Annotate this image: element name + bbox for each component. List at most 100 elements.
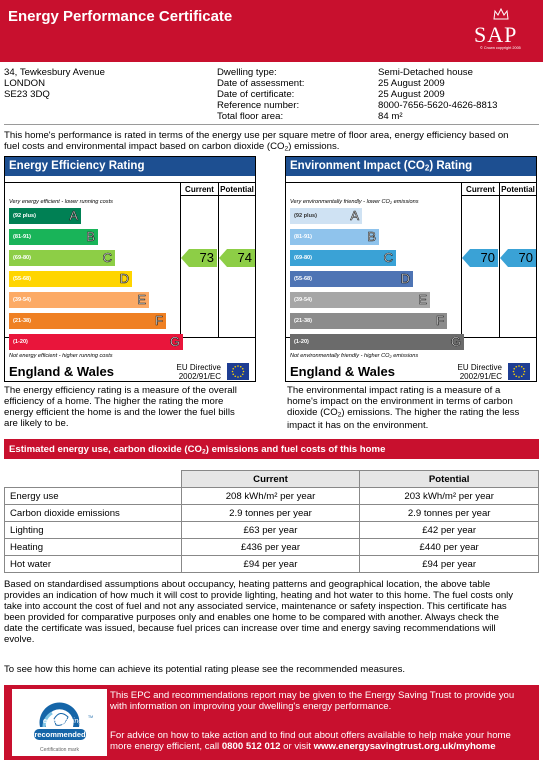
potential-value: £42 per year bbox=[359, 521, 539, 539]
current-value: £94 per year bbox=[180, 555, 361, 573]
col-current: Current bbox=[180, 470, 361, 488]
logo-badge: recommended bbox=[34, 730, 86, 739]
rating-band-b: (81-91) B bbox=[290, 229, 379, 245]
eu-star bbox=[523, 370, 526, 373]
band-range: (21-38) bbox=[294, 318, 313, 324]
band-letter: G bbox=[450, 334, 462, 350]
row-label: Lighting bbox=[4, 521, 182, 539]
chart-rule bbox=[180, 182, 181, 337]
eu-directive: EU Directive 2002/91/EC bbox=[446, 363, 502, 381]
band-range: (81-91) bbox=[294, 234, 313, 240]
region-label: England & Wales bbox=[290, 364, 395, 379]
band-letter: A bbox=[69, 208, 78, 224]
eu-flag-icon bbox=[508, 363, 530, 380]
property-address: 34, Tewkesbury Avenue LONDON SE23 3DQ bbox=[4, 67, 105, 100]
chart-rule bbox=[461, 182, 462, 337]
col-current: Current bbox=[466, 185, 495, 194]
chart-rule bbox=[180, 195, 255, 196]
field-value: Semi-Detached house bbox=[378, 67, 473, 78]
address-line: 34, Tewkesbury Avenue bbox=[4, 67, 105, 78]
band-letter: G bbox=[169, 334, 181, 350]
band-range: (69-80) bbox=[13, 255, 32, 261]
band-letter: F bbox=[436, 313, 445, 329]
field-label: Total floor area: bbox=[217, 111, 284, 122]
field-value: 25 August 2009 bbox=[378, 89, 445, 100]
band-range: (39-54) bbox=[294, 297, 313, 303]
sap-logo: SAP © Crown copyright 2005 bbox=[466, 8, 536, 54]
eu-star bbox=[241, 373, 244, 376]
intro-text: This home's performance is rated in term… bbox=[4, 130, 540, 154]
rating-band-g: (1-20) G bbox=[9, 334, 183, 350]
rating-band-a: (92 plus) A bbox=[9, 208, 81, 224]
explanation-text: Based on standardised assumptions about … bbox=[4, 579, 540, 645]
table-row: Energy use 208 kWh/m² per year 203 kWh/m… bbox=[4, 487, 539, 505]
band-range: (1-20) bbox=[13, 339, 28, 345]
top-note: Very environmentally friendly - lower CO… bbox=[290, 199, 419, 205]
website-link[interactable]: www.energysavingtrust.org.uk/myhome bbox=[313, 741, 496, 752]
costs-section-title: Estimated energy use, carbon dioxide (CO… bbox=[4, 439, 539, 459]
eu-star bbox=[231, 370, 234, 373]
bottom-note: Not energy efficient - higher running co… bbox=[9, 353, 113, 359]
band-range: (55-68) bbox=[13, 276, 32, 282]
field-label: Reference number: bbox=[217, 100, 300, 111]
footer-line: with information on improving your dwell… bbox=[110, 701, 392, 712]
field-label: Date of assessment: bbox=[217, 78, 305, 89]
row-label: Energy use bbox=[4, 487, 182, 505]
region-label: England & Wales bbox=[9, 364, 114, 379]
band-letter: B bbox=[367, 229, 376, 245]
explanation-line: provides an indication of how much it wi… bbox=[4, 590, 514, 601]
footer-line: more energy efficient, call 0800 512 012… bbox=[110, 741, 496, 752]
eu-star bbox=[520, 365, 523, 368]
band-range: (81-91) bbox=[13, 234, 32, 240]
footer-line: For advice on how to take action and to … bbox=[110, 730, 511, 741]
description-line: home's impact on the environment in term… bbox=[287, 396, 513, 407]
energy-efficiency-chart: Energy Efficiency Rating Current Potenti… bbox=[4, 156, 256, 382]
rating-band-b: (81-91) B bbox=[9, 229, 98, 245]
table-row: Carbon dioxide emissions 2.9 tonnes per … bbox=[4, 504, 539, 522]
eu-directive-line: EU Directive bbox=[457, 363, 502, 372]
description-line: energy efficient the home is and the low… bbox=[4, 407, 235, 418]
rating-band-d: (55-68) D bbox=[290, 271, 413, 287]
band-letter: E bbox=[137, 292, 146, 308]
chart-rule bbox=[461, 195, 536, 196]
eu-star bbox=[234, 365, 237, 368]
band-letter: D bbox=[400, 271, 410, 287]
property-field-values: Semi-Detached house 25 August 2009 25 Au… bbox=[378, 67, 498, 122]
eu-star bbox=[520, 375, 523, 378]
band-letter: D bbox=[119, 271, 129, 287]
col-potential: Potential bbox=[220, 185, 254, 194]
eu-star bbox=[232, 367, 235, 370]
explanation-line: evolve. bbox=[4, 634, 35, 645]
potential-value: £94 per year bbox=[359, 555, 539, 573]
efficiency-chart-title: Energy Efficiency Rating bbox=[5, 157, 255, 176]
field-label: Date of certificate: bbox=[217, 89, 295, 100]
field-value: 8000-7656-5620-4626-8813 bbox=[378, 100, 498, 111]
table-row: Hot water £94 per year £94 per year bbox=[4, 555, 539, 573]
environment-description: The environmental impact rating is a mea… bbox=[287, 385, 539, 431]
eu-directive-line: 2002/91/EC bbox=[459, 372, 502, 381]
potential-value: 203 kWh/m² per year bbox=[359, 487, 539, 505]
rating-band-f: (21-38) F bbox=[9, 313, 166, 329]
eu-star bbox=[239, 365, 242, 368]
intro-line: fuel costs and environmental impact base… bbox=[4, 141, 340, 153]
band-letter: C bbox=[383, 250, 393, 266]
eu-star bbox=[522, 373, 525, 376]
chart-rule bbox=[499, 182, 500, 337]
chart-rule bbox=[286, 182, 536, 183]
potential-rating-arrow: 70 bbox=[500, 249, 536, 267]
description-line: The environmental impact rating is a mea… bbox=[287, 385, 501, 396]
eu-star bbox=[239, 375, 242, 378]
col-current: Current bbox=[185, 185, 214, 194]
band-letter: B bbox=[86, 229, 95, 245]
col-potential: Potential bbox=[359, 470, 539, 488]
sap-logo-text: SAP bbox=[474, 22, 518, 47]
eu-star bbox=[515, 365, 518, 368]
phone-number[interactable]: 0800 512 012 bbox=[221, 741, 281, 752]
rating-band-e: (39-54) E bbox=[9, 292, 149, 308]
description-line: efficiency of a home. The higher the rat… bbox=[4, 396, 224, 407]
band-range: (21-38) bbox=[13, 318, 32, 324]
potential-rating-arrow: 74 bbox=[219, 249, 255, 267]
band-range: (39-54) bbox=[13, 297, 32, 303]
potential-value: £440 per year bbox=[359, 538, 539, 556]
table-row: Heating £436 per year £440 per year bbox=[4, 538, 539, 556]
